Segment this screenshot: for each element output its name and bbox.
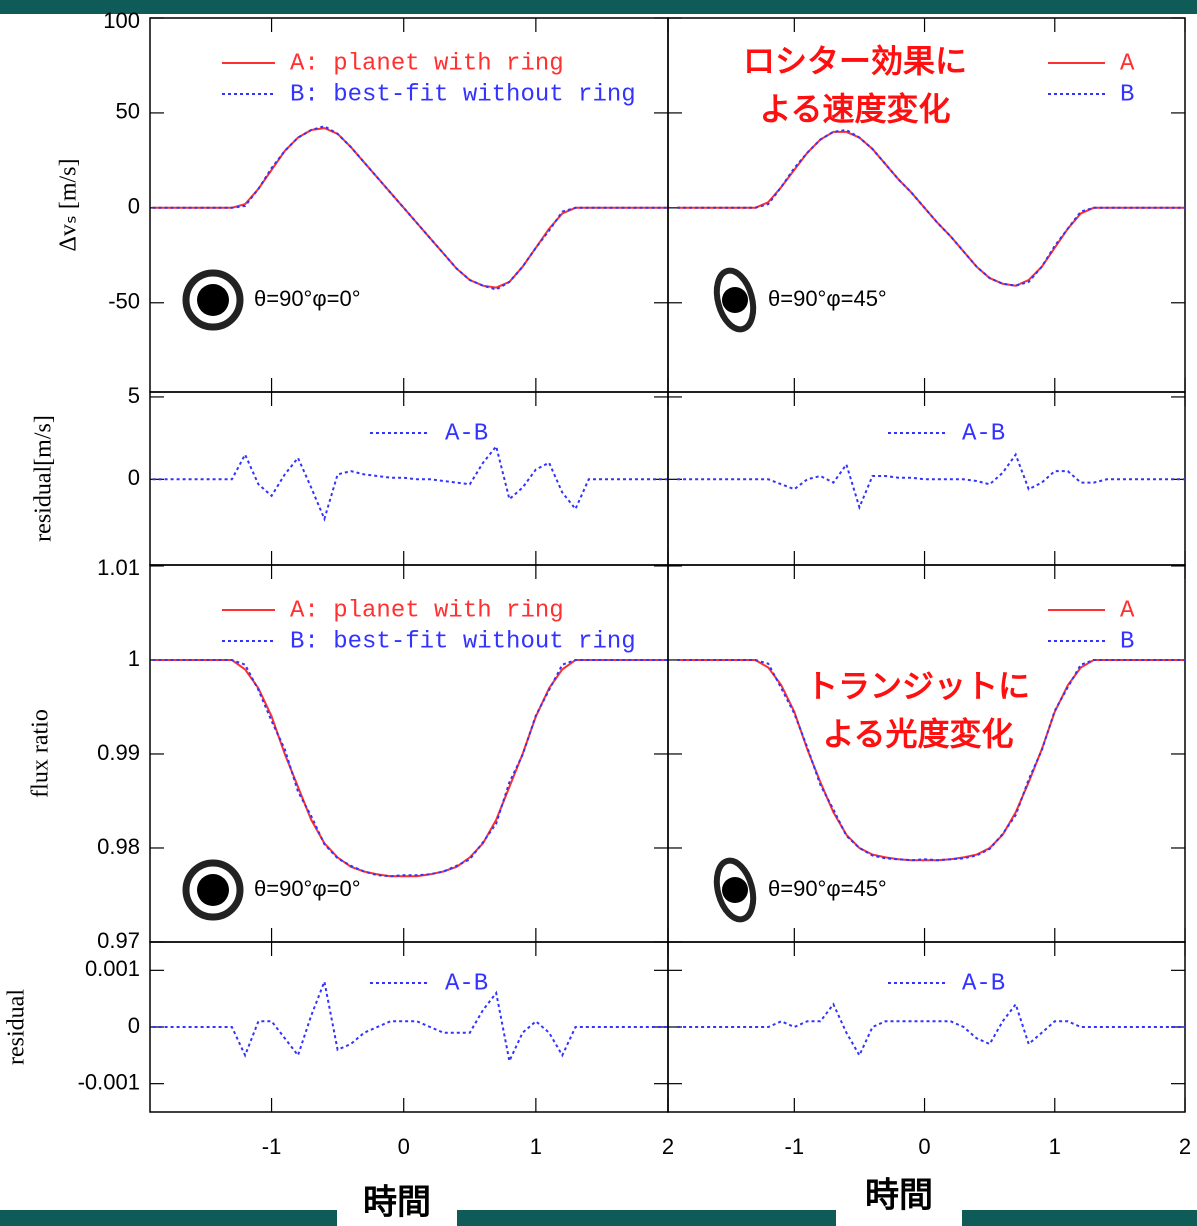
note: よる光度変化 <box>822 715 1013 753</box>
line-series <box>677 1002 1185 1058</box>
line-series <box>152 978 668 1065</box>
legend-label: B: best-fit without ring <box>290 628 636 655</box>
label-box <box>836 1172 962 1226</box>
annotation: θ=90°φ=45° <box>768 876 887 901</box>
panel-frame <box>149 391 669 566</box>
line-series <box>677 452 1185 511</box>
legend-label: A: planet with ring <box>290 597 564 624</box>
y-tick-label: 50 <box>116 99 140 124</box>
y-axis-label: flux ratio <box>28 709 54 798</box>
y-tick-label: -50 <box>108 289 140 314</box>
ring-icon <box>713 267 757 333</box>
label-box <box>337 1180 457 1226</box>
planet-icon <box>197 874 229 906</box>
legend-label: B <box>1120 81 1134 108</box>
ring-icon <box>182 859 244 921</box>
annotation: θ=90°φ=0° <box>254 286 361 311</box>
y-tick-label: 1.01 <box>97 555 140 580</box>
note: よる速度変化 <box>759 90 950 128</box>
planet-icon <box>722 287 748 313</box>
x-tick-label: 0 <box>398 1134 410 1159</box>
y-axis-label: residual <box>4 989 30 1065</box>
note: ロシター効果に <box>743 42 967 80</box>
y-tick-label: 0.001 <box>85 956 140 981</box>
y-axis-label: residual[m/s] <box>31 415 57 542</box>
x-tick-label: -1 <box>262 1134 282 1159</box>
y-tick-label: 0 <box>128 194 140 219</box>
ring-icon <box>713 857 757 923</box>
frame-top <box>0 0 1197 14</box>
y-tick-label: 0 <box>128 465 140 490</box>
line-series <box>677 128 1185 287</box>
y-tick-label: 0.97 <box>97 928 140 953</box>
legend-label: A <box>1120 50 1135 77</box>
annotation: θ=90°φ=0° <box>254 876 361 901</box>
line-series <box>677 130 1185 287</box>
x-tick-label: 1 <box>530 1134 542 1159</box>
y-tick-label: -0.001 <box>78 1069 140 1094</box>
legend-label: A-B <box>445 420 488 447</box>
legend-label: A-B <box>962 420 1005 447</box>
y-tick-label: 1 <box>128 646 140 671</box>
annotation: θ=90°φ=45° <box>768 286 887 311</box>
y-tick-label: 0.98 <box>97 834 140 859</box>
x-axis-label: 時間 <box>865 1176 933 1216</box>
line-series <box>152 127 668 289</box>
panel-frame <box>149 941 669 1113</box>
legend-label: A-B <box>445 970 488 997</box>
legend-label: B <box>1120 628 1134 655</box>
x-tick-label: -1 <box>785 1134 805 1159</box>
legend-label: A-B <box>962 970 1005 997</box>
x-tick-label: 2 <box>662 1134 674 1159</box>
ring-icon <box>182 269 244 331</box>
legend-label: B: best-fit without ring <box>290 81 636 108</box>
legend-label: A <box>1120 597 1135 624</box>
line-series <box>152 444 668 522</box>
frame-bottom <box>0 1210 1197 1226</box>
y-tick-label: 5 <box>128 383 140 408</box>
x-tick-label: 0 <box>918 1134 930 1159</box>
planet-icon <box>722 877 748 903</box>
x-axis-label: 時間 <box>363 1183 431 1223</box>
line-series <box>152 125 668 291</box>
line-series <box>677 659 1185 862</box>
note: トランジットに <box>806 667 1030 705</box>
line-series <box>152 659 668 878</box>
legend-label: A: planet with ring <box>290 50 564 77</box>
y-tick-label: 0 <box>128 1013 140 1038</box>
x-tick-label: 1 <box>1049 1134 1061 1159</box>
line-series <box>152 659 668 878</box>
planet-icon <box>197 284 229 316</box>
y-tick-label: 0.99 <box>97 740 140 765</box>
y-tick-label: 100 <box>103 8 140 33</box>
x-tick-label: 2 <box>1179 1134 1191 1159</box>
y-axis-label: Δvₛ [m/s] <box>56 158 82 251</box>
